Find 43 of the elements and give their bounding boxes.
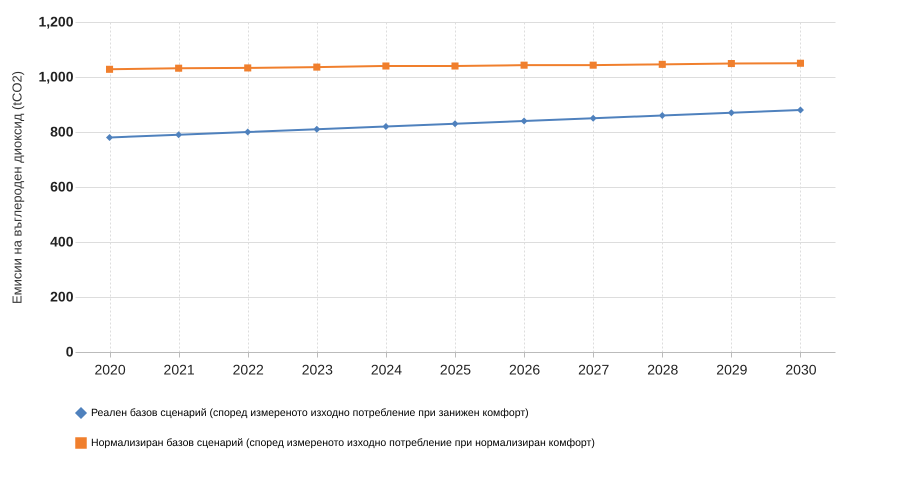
y-tick-label: 600 — [50, 178, 74, 194]
point — [796, 60, 804, 67]
point — [520, 117, 528, 125]
x-tick-label: 2028 — [647, 362, 679, 378]
point — [520, 62, 528, 69]
y-tick-label: 1,000 — [38, 68, 74, 84]
point — [244, 64, 252, 72]
point — [313, 126, 320, 133]
legend-label: Реален базов сценарий (според измереното изходно потребление при занижен комфорт) — [91, 407, 529, 419]
x-tick-label: 2023 — [302, 362, 334, 378]
point — [728, 109, 735, 116]
point — [106, 66, 114, 73]
point — [382, 62, 390, 70]
y-tick-label: 1,200 — [38, 14, 74, 30]
point — [382, 122, 390, 130]
point — [175, 131, 182, 138]
point — [451, 62, 459, 70]
point — [728, 60, 735, 68]
point — [244, 128, 252, 136]
y-axis-title: Емисии на въглероден диоксид (tCO2) — [9, 70, 24, 304]
point — [590, 62, 597, 69]
point — [451, 120, 459, 128]
point — [175, 64, 182, 72]
x-tick-label: 2025 — [440, 362, 472, 378]
point — [106, 134, 114, 142]
point — [590, 114, 597, 122]
y-tick-label: 800 — [50, 124, 74, 140]
x-tick-label: 2027 — [578, 362, 610, 378]
x-tick-label: 2022 — [232, 362, 264, 378]
x-tick-label: 2021 — [164, 362, 195, 378]
x-tick-label: 2026 — [509, 362, 540, 378]
y-tick-label: 200 — [50, 288, 74, 304]
point — [658, 112, 666, 120]
y-tick-label: 0 — [66, 344, 74, 360]
x-tick-label: 2020 — [94, 362, 126, 378]
legend-label: Нормализиран базов сценарий (според измереното изходно потребление при нормализиран комфорт) — [91, 437, 595, 449]
y-tick-label: 400 — [50, 234, 74, 250]
x-tick-label: 2024 — [370, 362, 402, 378]
point — [658, 60, 666, 68]
point — [796, 106, 804, 114]
x-tick-label: 2030 — [785, 362, 817, 378]
point — [313, 64, 320, 71]
x-tick-label: 2029 — [716, 362, 748, 378]
